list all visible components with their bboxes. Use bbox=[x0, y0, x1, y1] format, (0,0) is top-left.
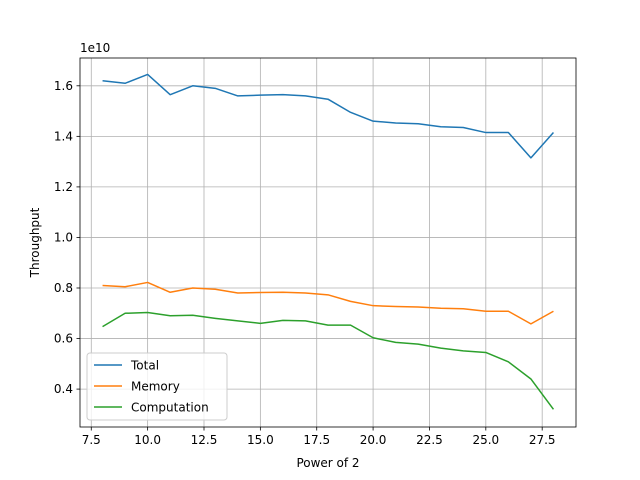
y-tick-label: 1.0 bbox=[54, 230, 73, 244]
legend-label-memory: Memory bbox=[131, 380, 180, 394]
x-tick-label: 25.0 bbox=[472, 433, 499, 447]
series-line-total bbox=[102, 73, 555, 159]
y-axis-ticks: 0.4 0.6 0.8 1.0 1.2 1.4 1.6 bbox=[54, 79, 80, 396]
grid-lines bbox=[80, 58, 576, 427]
x-tick-label: 7.5 bbox=[82, 433, 101, 447]
x-tick-label: 22.5 bbox=[416, 433, 443, 447]
x-tick-label: 15.0 bbox=[247, 433, 274, 447]
y-tick-label: 1.6 bbox=[54, 79, 73, 93]
y-tick-label: 1.2 bbox=[54, 180, 73, 194]
legend-box bbox=[86, 352, 228, 421]
x-tick-label: 27.5 bbox=[529, 433, 556, 447]
y-tick-label: 1.4 bbox=[54, 129, 73, 143]
series-lines bbox=[102, 73, 555, 410]
y-tick-label: 0.4 bbox=[54, 382, 73, 396]
y-tick-label: 0.6 bbox=[54, 332, 73, 346]
y-axis-label: Throughput bbox=[28, 207, 42, 278]
series-line-computation bbox=[102, 311, 555, 410]
x-axis-label: Power of 2 bbox=[296, 456, 359, 470]
legend: Total Memory Computation bbox=[86, 352, 228, 421]
x-tick-label: 12.5 bbox=[191, 433, 218, 447]
y-offset-label: 1e10 bbox=[80, 41, 110, 55]
plot-frame bbox=[79, 57, 577, 428]
legend-label-computation: Computation bbox=[131, 401, 209, 415]
y-tick-label: 0.8 bbox=[54, 281, 73, 295]
x-tick-label: 10.0 bbox=[134, 433, 161, 447]
series-line-memory bbox=[102, 281, 554, 325]
x-tick-label: 17.5 bbox=[303, 433, 330, 447]
x-tick-label: 20.0 bbox=[360, 433, 387, 447]
legend-label-total: Total bbox=[130, 359, 159, 373]
x-axis-ticks: 7.5 10.0 12.5 15.0 17.5 20.0 22.5 25.0 27.5 bbox=[82, 427, 556, 447]
